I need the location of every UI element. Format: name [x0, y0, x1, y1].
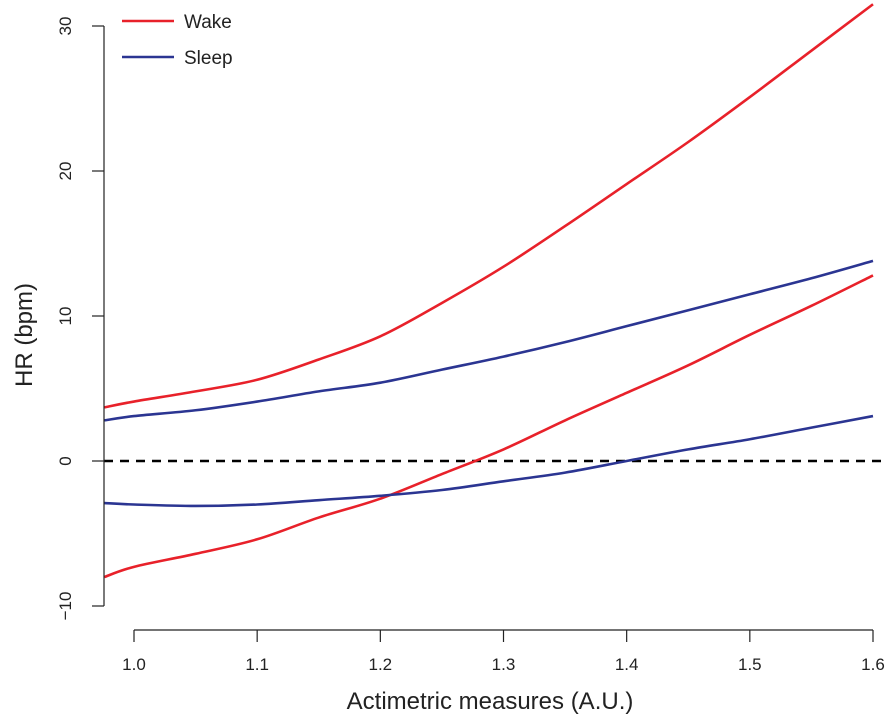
legend-item-wake: Wake [122, 12, 232, 33]
plot-area [104, 3, 887, 579]
x-axis: 1.0 1.1 1.2 1.3 1.4 1.5 1.6 [122, 629, 885, 674]
y-tick-label: 20 [56, 162, 75, 181]
y-axis-title: HR (bpm) [11, 283, 38, 387]
y-tick-label: −10 [56, 592, 75, 621]
sleep-upper-curve [104, 259, 874, 422]
wake-upper-curve [104, 3, 874, 409]
legend: Wake Sleep [122, 12, 233, 69]
x-tick-label: 1.5 [738, 655, 762, 674]
x-tick-label: 1.1 [245, 655, 269, 674]
x-tick-label: 1.6 [861, 655, 885, 674]
y-tick-label: 0 [56, 456, 75, 465]
x-tick-label: 1.3 [492, 655, 516, 674]
legend-item-sleep: Sleep [122, 48, 233, 69]
x-tick-label: 1.4 [615, 655, 639, 674]
y-tick-label: 30 [56, 17, 75, 36]
wake-lower-curve [104, 274, 874, 579]
legend-label: Wake [184, 12, 232, 33]
sleep-lower-curve [104, 414, 874, 508]
y-tick-label: 10 [56, 307, 75, 326]
x-tick-label: 1.0 [122, 655, 146, 674]
x-tick-label: 1.2 [369, 655, 393, 674]
x-axis-title: Actimetric measures (A.U.) [347, 688, 634, 715]
y-axis: −10 0 10 20 30 [56, 17, 105, 621]
legend-label: Sleep [184, 48, 233, 69]
